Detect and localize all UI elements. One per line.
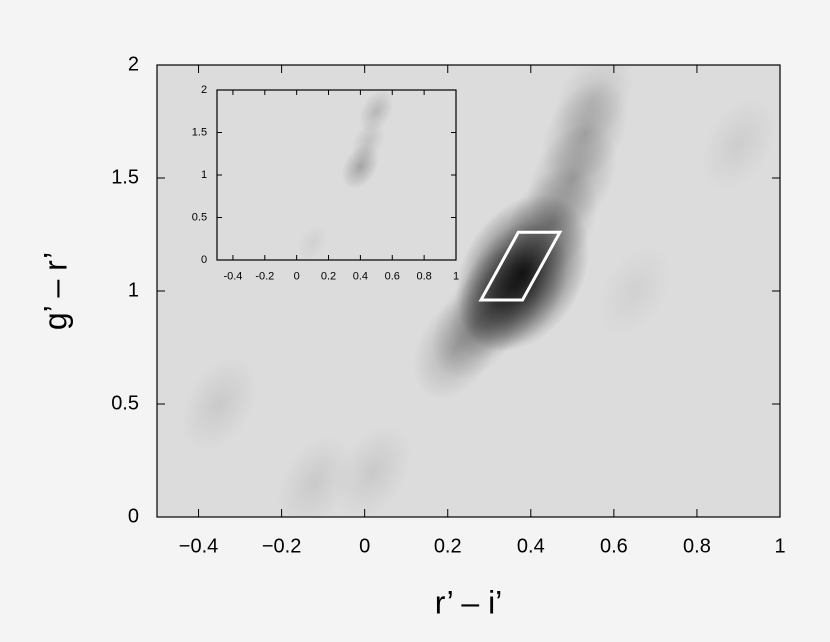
y-tick-label: 1.5 [192, 126, 207, 138]
density-blob [297, 223, 329, 260]
x-tick-label: 0.2 [321, 270, 336, 282]
y-tick-label: 0.5 [111, 392, 139, 414]
x-tick-label: 0 [359, 535, 370, 557]
x-axis-label: r’ – i’ [435, 584, 503, 620]
y-axis-label: g’ – r’ [37, 252, 73, 330]
x-tick-label: -0.2 [255, 270, 274, 282]
x-tick-label: −0.2 [262, 535, 301, 557]
x-tick-label: 1 [774, 535, 785, 557]
x-tick-label: 1 [453, 270, 459, 282]
x-tick-label: 0.6 [385, 270, 400, 282]
x-tick-label: -0.4 [223, 270, 242, 282]
selection-region [478, 230, 563, 302]
x-tick-label: 0.8 [416, 270, 431, 282]
y-tick-label: 0 [128, 505, 139, 527]
y-tick-label: 0.5 [192, 211, 207, 223]
density-map [180, 65, 777, 517]
x-tick-label: 0.6 [600, 535, 628, 557]
x-tick-label: 0.4 [517, 535, 545, 557]
density-blob [700, 97, 777, 192]
y-tick-label: 2 [128, 53, 139, 75]
density-blob [553, 65, 634, 149]
y-tick-label: 0 [201, 254, 207, 266]
x-tick-label: −0.4 [179, 535, 218, 557]
y-tick-label: 1 [128, 279, 139, 301]
x-tick-label: 0.4 [353, 270, 368, 282]
x-tick-label: 0 [294, 270, 300, 282]
x-tick-label: 0.8 [683, 535, 711, 557]
plot-area [217, 90, 456, 260]
y-tick-label: 1.5 [111, 166, 139, 188]
density-blob [597, 244, 672, 338]
density-blob [276, 435, 354, 517]
y-tick-label: 2 [201, 84, 207, 96]
y-tick-label: 1 [201, 169, 207, 181]
density-blob [334, 424, 412, 517]
density-blob [180, 356, 258, 452]
x-tick-label: 0.2 [434, 535, 462, 557]
density-blob [358, 90, 394, 133]
density-map [297, 90, 394, 260]
